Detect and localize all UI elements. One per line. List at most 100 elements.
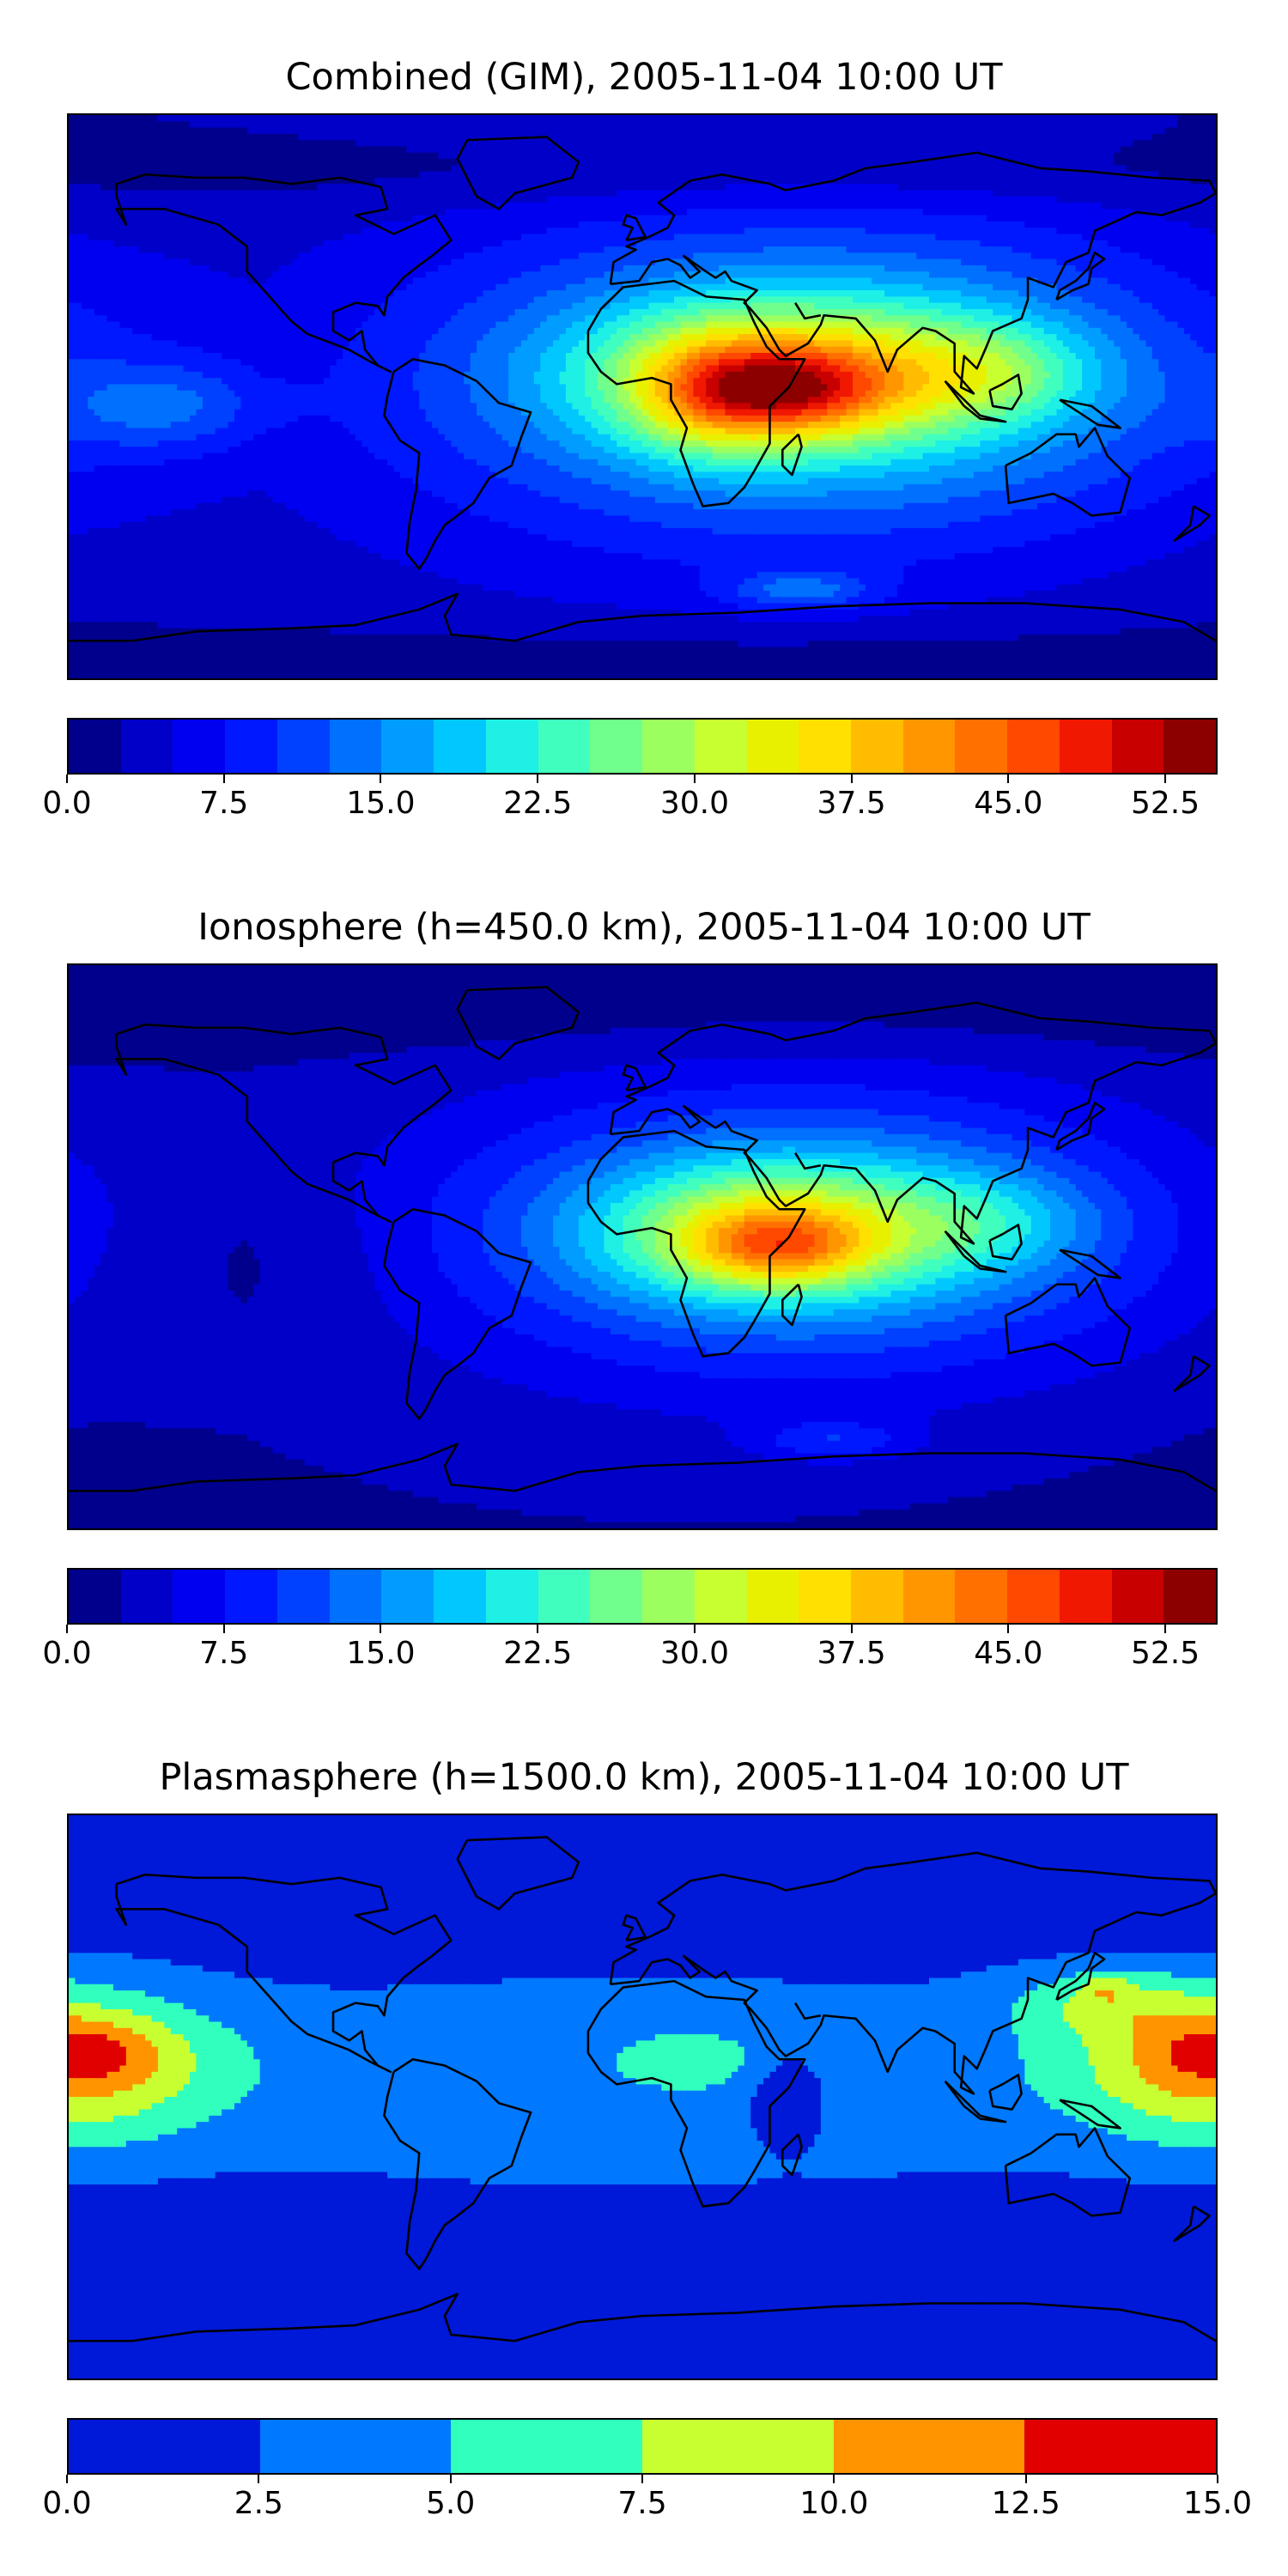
colorbar-segment [381,720,434,773]
coastline [1059,398,1121,429]
coastline [622,214,647,242]
colorbar-tick [66,1625,68,1633]
colorbar-segment [1163,1570,1217,1623]
chart-title: Combined (GIM), 2005-11-04 10:00 UT [0,55,1288,100]
colorbar-segment [851,1570,903,1623]
coastlines [69,136,1216,642]
colorbar-segment [694,720,747,773]
coastline [69,592,1216,642]
colorbar-tick [693,775,696,783]
coastline [456,986,580,1060]
colorbar [67,718,1218,775]
colorbar-tick-label: 0.0 [42,1637,91,1671]
colorbar-tick-label: 7.5 [617,2487,666,2521]
colorbar-segment [120,1570,173,1623]
coastline [1055,1952,1106,2002]
colorbar-segment [902,1570,956,1623]
coastline [115,173,453,374]
coastline [609,1001,1216,1245]
colorbar-segment [694,1570,747,1623]
colorbar-tick-label: 30.0 [660,1637,729,1671]
colorbar-segment [69,2420,260,2473]
coastline [1173,1355,1211,1392]
colorbar-segment [799,720,852,773]
colorbar [67,1568,1218,1625]
colorbar-tick [449,2475,452,2483]
coastline [609,1851,1216,2095]
colorbar-tick [258,2475,260,2483]
colorbar-tick-label: 15.0 [1183,2487,1252,2521]
colorbar-segment [173,1570,226,1623]
colorbar-segment [434,1570,486,1623]
colorbar-segment [1111,720,1164,773]
colorbar-tick [1164,775,1167,783]
coastline [383,357,532,570]
colorbar-tick [1024,2475,1027,2483]
colorbar-ticks: 0.0 7.5 15.0 22.5 30.0 37.5 45.0 52.5 [42,775,1218,826]
colorbar-tick-label: 10.0 [799,2487,868,2521]
coastline [1055,252,1106,301]
colorbar-tick [537,775,539,783]
colorbar-tick [833,2475,835,2483]
colorbar-tick-label: 7.5 [199,1637,248,1671]
coastline [69,2293,1216,2342]
colorbar-segment [955,1570,1008,1623]
coastline [794,302,822,320]
colorbar-tick-label: 0.0 [42,787,91,821]
colorbar-segment [276,1570,330,1623]
colorbar-tick [537,1625,539,1633]
coastline [69,1443,1216,1492]
colorbar-tick [641,2475,643,2483]
colorbar-segment [259,2420,452,2473]
colorbar-tick-label: 52.5 [1131,1637,1200,1671]
colorbar-tick [1007,775,1010,783]
coastline [115,1873,453,2074]
colorbar-tick [850,775,853,783]
coastline [383,2057,532,2270]
colorbar-segment [1024,2420,1217,2473]
colorbar-tick [66,2475,68,2483]
chart-title: Ionosphere (h=450.0 km), 2005-11-04 10:0… [0,905,1288,950]
tec-map [67,1814,1218,2380]
colorbar-segment [746,720,799,773]
colorbar-tick [380,1625,382,1633]
colorbar-tick-label: 45.0 [974,1637,1042,1671]
colorbar-tick-label: 52.5 [1131,787,1200,821]
colorbar-tick [1007,1625,1010,1633]
coastline [781,433,803,477]
coastline [988,2074,1023,2111]
colorbar-segment [642,1570,695,1623]
colorbar-segment [590,1570,643,1623]
coastlines [69,1836,1216,2342]
coastline [794,1152,822,1170]
colorbar-segment [538,1570,591,1623]
coastline [1059,1249,1121,1279]
coastline [794,2002,822,2020]
coastline [1004,427,1132,517]
coastline [586,279,806,507]
coastline [1173,505,1211,542]
colorbar-tick-label: 22.5 [503,1637,572,1671]
colorbar-segment [538,720,591,773]
coastline [988,1224,1023,1261]
colorbar-segment [485,1570,538,1623]
colorbar-tick [222,775,225,783]
colorbar-segment [955,720,1008,773]
coastlines [69,986,1216,1492]
colorbar-tick [1217,2475,1218,2483]
colorbar-segment [902,720,956,773]
coastline [622,1064,647,1092]
colorbar-tick-label: 7.5 [199,787,248,821]
colorbar-segment [434,720,486,773]
colorbar-segment [120,720,173,773]
coastline [383,1207,532,1420]
colorbar-segment [590,720,643,773]
colorbar-tick-label: 37.5 [817,1637,886,1671]
coastline [944,380,1007,423]
coastline [1173,2205,1211,2242]
colorbar-segment [1111,1570,1164,1623]
coastline [944,2080,1007,2123]
colorbar-tick-label: 12.5 [992,2487,1060,2521]
colorbar-segment [276,720,330,773]
colorbar-tick-label: 45.0 [974,787,1042,821]
